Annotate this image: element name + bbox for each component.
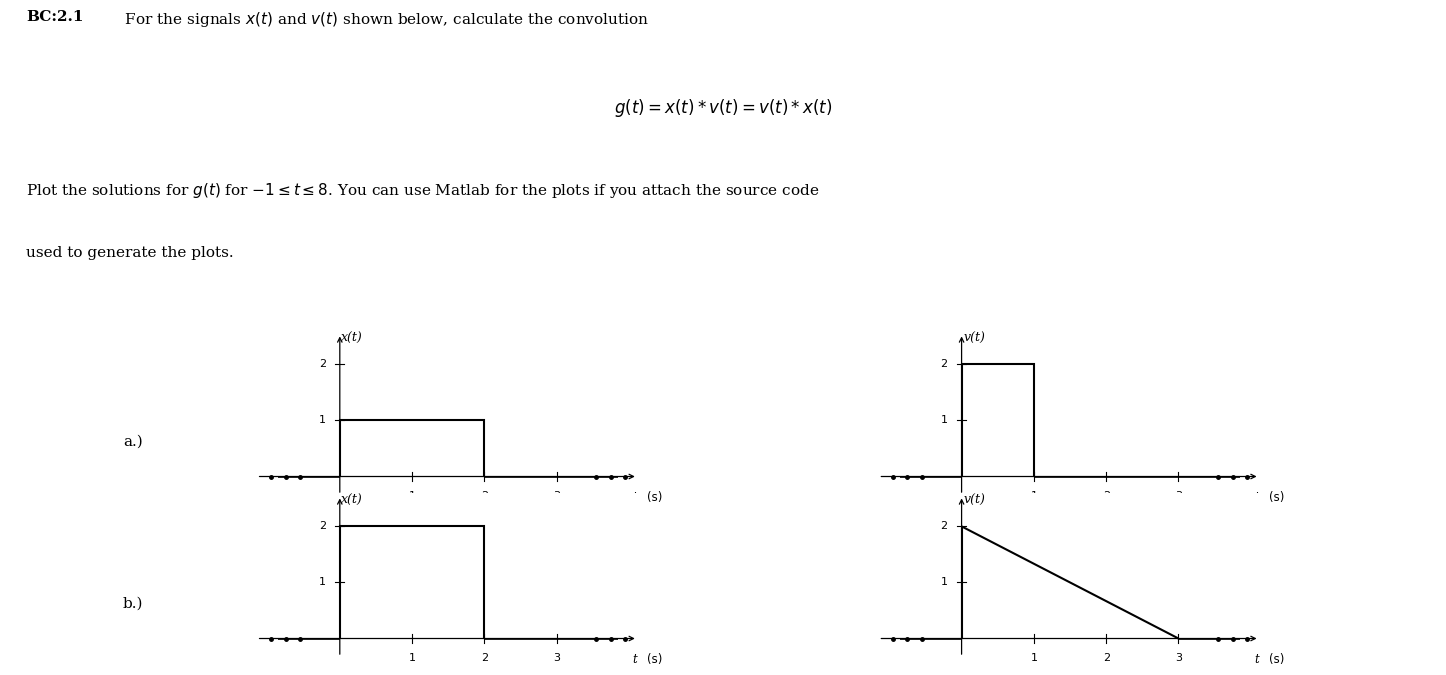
Text: 1: 1 (409, 491, 415, 501)
Text: v(t): v(t) (963, 494, 985, 507)
Text: b.): b.) (123, 597, 143, 611)
Text: 2: 2 (482, 491, 487, 501)
Text: a.): a.) (123, 435, 143, 449)
Text: 2: 2 (1103, 653, 1109, 663)
Text: x(t): x(t) (341, 332, 363, 345)
Text: 2: 2 (940, 521, 947, 531)
Text: 1: 1 (940, 415, 947, 425)
Text: (s): (s) (648, 653, 662, 666)
Text: 1: 1 (940, 577, 947, 587)
Text: 1: 1 (318, 415, 325, 425)
Text: 3: 3 (554, 491, 560, 501)
Text: 2: 2 (318, 521, 325, 531)
Text: t: t (633, 491, 638, 504)
Text: For the signals $x(t)$ and $v(t)$ shown below, calculate the convolution: For the signals $x(t)$ and $v(t)$ shown … (120, 9, 649, 29)
Text: 2: 2 (482, 653, 487, 663)
Text: 2: 2 (1103, 491, 1109, 501)
Text: t: t (633, 653, 638, 666)
Text: v(t): v(t) (963, 332, 985, 345)
Text: Plot the solutions for $g(t)$ for $-1 \leq t \leq 8$. You can use Matlab for the: Plot the solutions for $g(t)$ for $-1 \l… (26, 182, 820, 200)
Text: 1: 1 (409, 653, 415, 663)
Text: (s): (s) (648, 491, 662, 504)
Text: 2: 2 (318, 359, 325, 369)
Text: 3: 3 (1176, 491, 1181, 501)
Text: 1: 1 (318, 577, 325, 587)
Text: t: t (1255, 653, 1259, 666)
Text: 3: 3 (1176, 653, 1181, 663)
Text: 1: 1 (1031, 653, 1037, 663)
Text: x(t): x(t) (341, 494, 363, 507)
Text: $g(t) = x(t) * v(t) = v(t) * x(t)$: $g(t) = x(t) * v(t) = v(t) * x(t)$ (613, 97, 833, 119)
Text: BC:2.1: BC:2.1 (26, 9, 84, 24)
Text: (s): (s) (1270, 491, 1284, 504)
Text: 1: 1 (1031, 491, 1037, 501)
Text: (s): (s) (1270, 653, 1284, 666)
Text: t: t (1255, 491, 1259, 504)
Text: 2: 2 (940, 359, 947, 369)
Text: 3: 3 (554, 653, 560, 663)
Text: used to generate the plots.: used to generate the plots. (26, 246, 234, 261)
